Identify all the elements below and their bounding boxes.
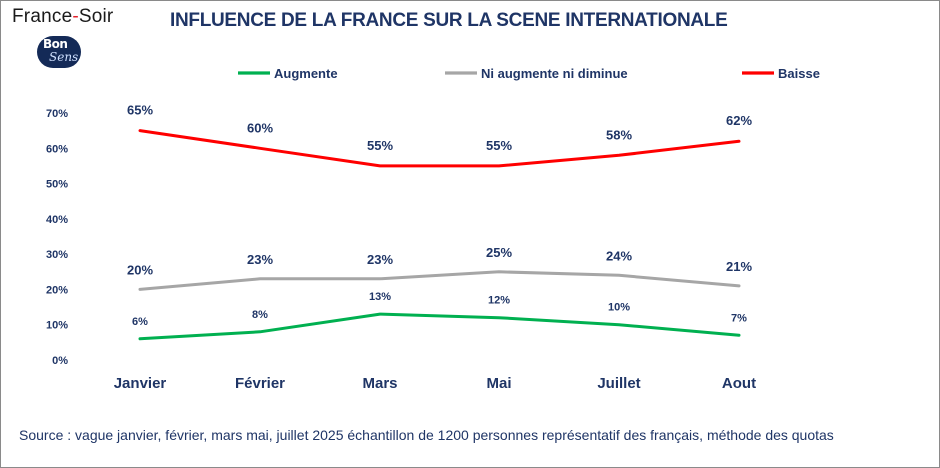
y-tick-label: 60% bbox=[46, 143, 68, 155]
x-tick-label: Février bbox=[235, 375, 285, 392]
series-line-baisse bbox=[138, 129, 741, 168]
series-line-augmente bbox=[138, 312, 741, 341]
y-tick-label: 10% bbox=[46, 320, 68, 332]
brand-name-left: France bbox=[12, 6, 73, 27]
data-label-baisse: 55% bbox=[367, 138, 393, 153]
data-label-neutre: 23% bbox=[367, 252, 393, 267]
source-note: Source : vague janvier, février, mars ma… bbox=[19, 427, 834, 443]
legend: Augmente Ni augmente ni diminue Baisse bbox=[238, 66, 820, 81]
data-label-baisse: 62% bbox=[726, 113, 752, 128]
x-tick-label: Aout bbox=[722, 375, 756, 392]
x-tick-label: Mai bbox=[486, 375, 511, 392]
data-label-augmente: 6% bbox=[132, 316, 148, 328]
data-label-baisse: 60% bbox=[247, 120, 273, 135]
data-label-baisse: 58% bbox=[606, 127, 632, 142]
data-label-augmente: 8% bbox=[252, 309, 268, 321]
series-group bbox=[138, 129, 741, 341]
data-label-neutre: 25% bbox=[486, 245, 512, 260]
data-label-baisse: 55% bbox=[486, 138, 512, 153]
data-label-neutre: 23% bbox=[247, 252, 273, 267]
y-tick-label: 50% bbox=[46, 179, 68, 191]
y-tick-label: 20% bbox=[46, 284, 68, 296]
data-label-neutre: 20% bbox=[127, 262, 153, 277]
brand-logo: France-Soir bbox=[12, 6, 113, 28]
y-tick-label: 30% bbox=[46, 249, 68, 261]
brand-name-right: Soir bbox=[78, 6, 114, 27]
legend-label-augmente: Augmente bbox=[274, 66, 338, 81]
data-label-augmente: 10% bbox=[608, 302, 630, 314]
data-label-augmente: 12% bbox=[488, 295, 510, 307]
x-axis: Janvier Février Mars Mai Juillet Aout bbox=[114, 375, 756, 392]
data-label-augmente: 7% bbox=[731, 312, 747, 324]
y-tick-label: 40% bbox=[46, 214, 68, 226]
series-line-neutre bbox=[138, 270, 741, 291]
logo-text-top: Bon bbox=[43, 37, 68, 51]
legend-label-neutre: Ni augmente ni diminue bbox=[481, 66, 628, 81]
data-label-neutre: 24% bbox=[606, 248, 632, 263]
x-tick-label: Juillet bbox=[597, 375, 640, 392]
y-axis: 0% 10% 20% 30% 40% 50% 60% 70% bbox=[46, 108, 68, 367]
x-tick-label: Mars bbox=[362, 375, 397, 392]
bon-sens-logo: Bon Sens bbox=[37, 36, 81, 68]
chart-title: INFLUENCE DE LA FRANCE SUR LA SCENE INTE… bbox=[170, 10, 728, 31]
x-tick-label: Janvier bbox=[114, 375, 167, 392]
y-tick-label: 0% bbox=[52, 355, 68, 367]
legend-label-baisse: Baisse bbox=[778, 66, 820, 81]
logo-text-bottom: Sens bbox=[49, 50, 79, 64]
data-label-baisse: 65% bbox=[127, 103, 153, 118]
data-label-neutre: 21% bbox=[726, 259, 752, 274]
brand-name-separator: - bbox=[72, 6, 79, 27]
data-label-augmente: 13% bbox=[369, 291, 391, 303]
y-tick-label: 70% bbox=[46, 108, 68, 120]
data-labels: 6% 8% 13% 12% 10% 7% 20% 23% 23% 25% 24% 21% 65% 60% 5… bbox=[127, 103, 752, 328]
